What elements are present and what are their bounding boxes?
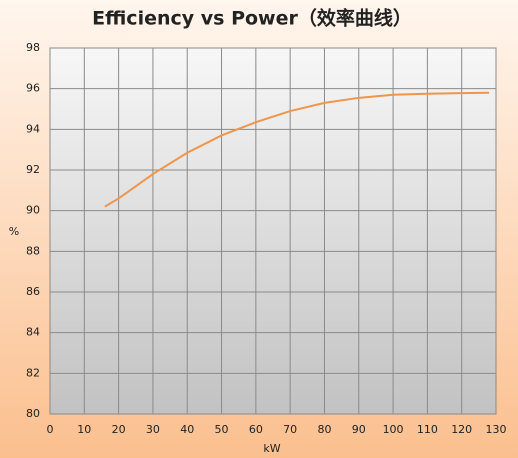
y-tick-label: 80 (26, 407, 40, 420)
x-tick-label: 100 (383, 423, 404, 436)
x-tick-label: 10 (77, 423, 91, 436)
y-axis-label: % (9, 225, 19, 238)
x-tick-label: 0 (47, 423, 54, 436)
y-tick-label: 88 (26, 244, 40, 257)
y-tick-label: 86 (26, 285, 40, 298)
x-tick-label: 70 (283, 423, 297, 436)
y-tick-label: 92 (26, 163, 40, 176)
chart-title: Efficiency vs Power（效率曲线） (92, 7, 412, 30)
y-tick-label: 84 (26, 326, 40, 339)
y-tick-label: 96 (26, 82, 40, 95)
x-tick-label: 30 (146, 423, 160, 436)
line (104, 91, 490, 208)
x-tick-label: 20 (112, 423, 126, 436)
y-tick-label: 82 (26, 366, 40, 379)
x-tick-label: 40 (180, 423, 194, 436)
x-tick-label: 130 (486, 423, 507, 436)
y-tick-label: 98 (26, 41, 40, 54)
x-tick-label: 80 (317, 423, 331, 436)
y-tick-label: 90 (26, 204, 40, 217)
x-tick-label: 50 (215, 423, 229, 436)
x-tick-label: 90 (352, 423, 366, 436)
y-tick-label: 94 (26, 122, 40, 135)
x-tick-label: 120 (451, 423, 472, 436)
x-tick-label: 110 (417, 423, 438, 436)
x-tick-label: 60 (249, 423, 263, 436)
x-axis-label: kW (263, 442, 280, 455)
plot-area (49, 47, 497, 415)
